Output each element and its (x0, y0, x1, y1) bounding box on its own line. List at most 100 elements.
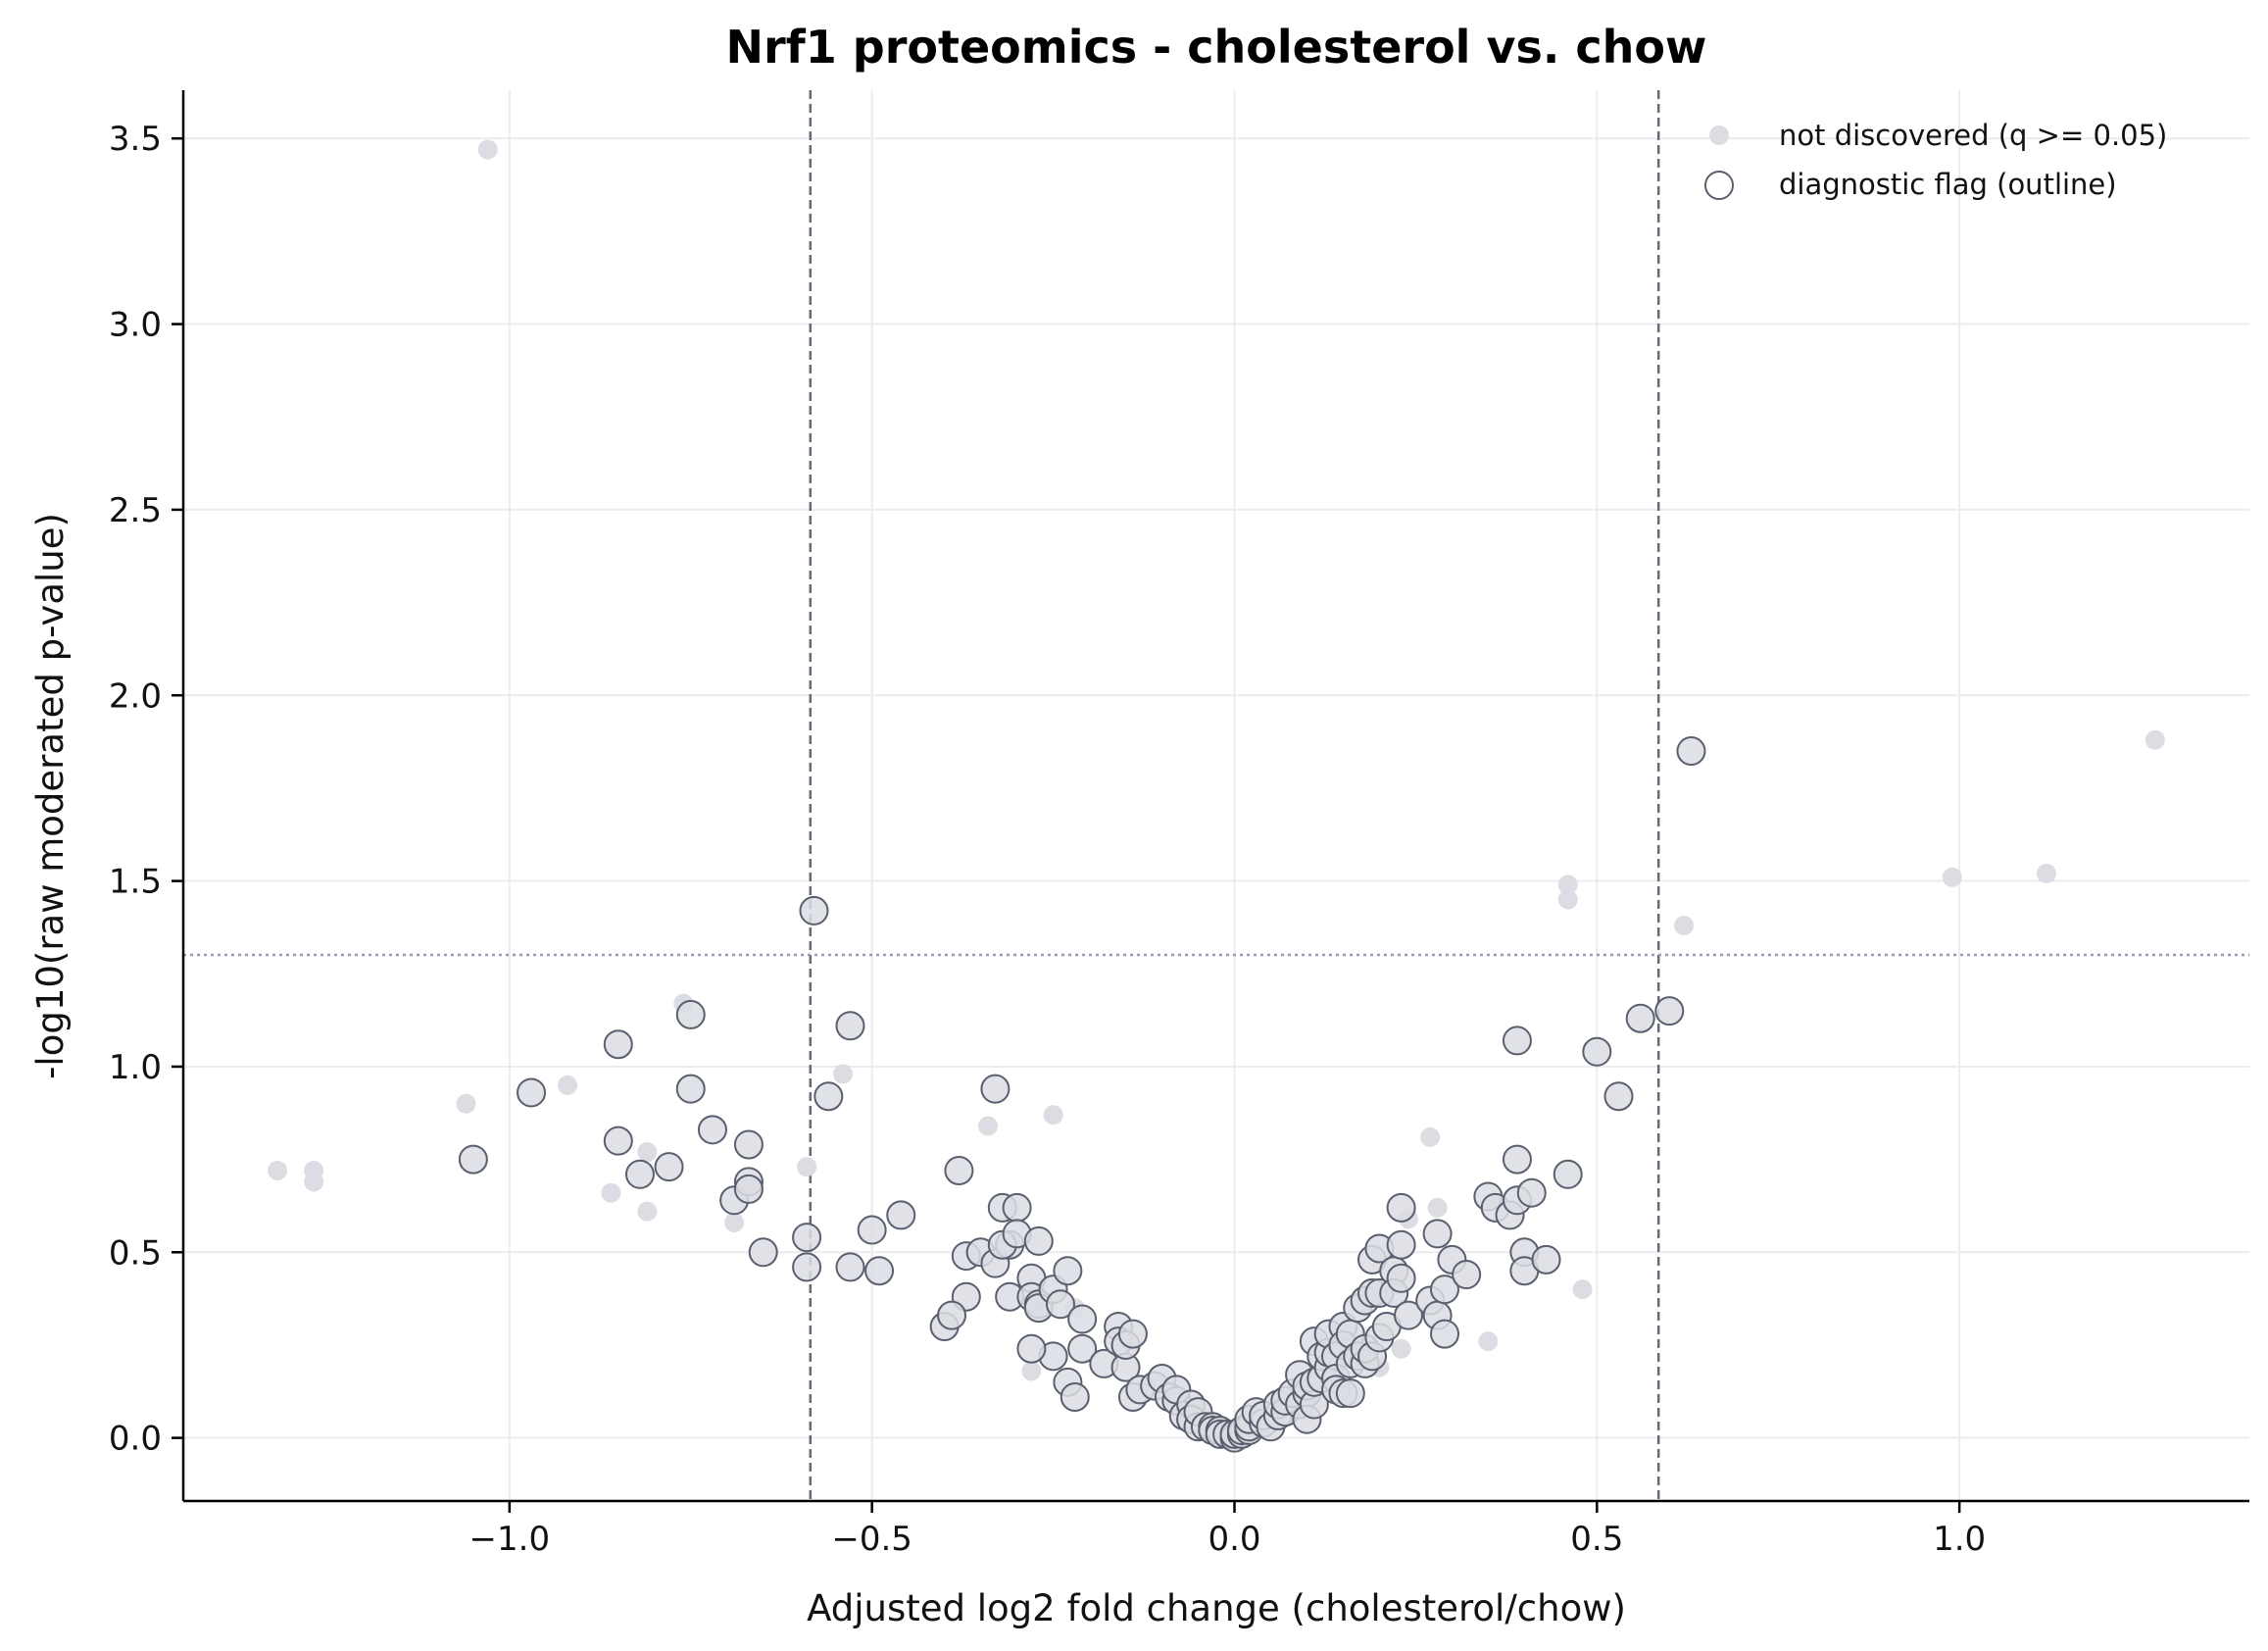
point-diagnostic-flag-48 (1060, 1381, 1090, 1412)
point-diagnostic-flag-149 (1582, 1036, 1612, 1067)
point-diagnostic-flag-150 (1603, 1081, 1634, 1112)
axes (172, 90, 2249, 1513)
point-not-discovered-12 (833, 1064, 854, 1084)
point-diagnostic-flag-13 (748, 1237, 778, 1268)
data-points (268, 139, 2165, 1453)
y-tick-label-1: 0.5 (109, 1233, 162, 1273)
point-diagnostic-flag-146 (1516, 1177, 1547, 1208)
point-diagnostic-flag-7 (675, 1074, 706, 1104)
point-not-discovered-24 (1557, 889, 1578, 910)
legend-marker-diagnostic-flag (1704, 171, 1734, 200)
point-diagnostic-flag-50 (1067, 1333, 1098, 1364)
y-tick-label-6: 3.0 (109, 306, 162, 345)
point-not-discovered-22 (1478, 1331, 1499, 1352)
x-axis-label: Adjusted log2 fold change (cholesterol/c… (807, 1587, 1626, 1629)
x-tick-label-3: 0.5 (1570, 1520, 1623, 1559)
y-tick-label-3: 1.5 (109, 863, 162, 902)
point-diagnostic-flag-112 (1335, 1378, 1365, 1409)
point-diagnostic-flag-21 (864, 1256, 895, 1286)
point-diagnostic-flag-153 (1676, 736, 1706, 767)
point-diagnostic-flag-135 (1429, 1275, 1459, 1305)
threshold-lines (183, 90, 2249, 1501)
point-diagnostic-flag-130 (1394, 1300, 1424, 1330)
point-diagnostic-flag-27 (937, 1300, 967, 1330)
point-diagnostic-flag-132 (1422, 1219, 1453, 1249)
point-diagnostic-flag-29 (980, 1074, 1011, 1104)
point-diagnostic-flag-16 (792, 1252, 822, 1282)
point-not-discovered-10 (724, 1212, 745, 1232)
point-not-discovered-14 (1043, 1105, 1063, 1126)
point-diagnostic-flag-3 (603, 1126, 633, 1156)
point-not-discovered-23 (1557, 875, 1578, 895)
point-not-discovered-6 (601, 1182, 621, 1203)
point-diagnostic-flag-49 (1067, 1304, 1098, 1334)
point-not-discovered-18 (1427, 1197, 1448, 1218)
point-diagnostic-flag-15 (799, 895, 829, 926)
point-diagnostic-flag-10 (733, 1129, 764, 1160)
y-tick-label-4: 2.0 (109, 676, 162, 716)
y-axis-label: -log10(raw moderated p-value) (29, 513, 72, 1079)
x-tick-label-4: 1.0 (1933, 1520, 1986, 1559)
point-diagnostic-flag-45 (1053, 1256, 1083, 1286)
point-not-discovered-25 (1572, 1279, 1593, 1300)
legend-label-diagnostic-flag: diagnostic flag (outline) (1779, 168, 2117, 201)
point-not-discovered-17 (1420, 1126, 1441, 1147)
chart-title: Nrf1 proteomics - cholesterol vs. chow (726, 21, 1707, 74)
legend: not discovered (q >= 0.05) diagnostic fl… (1704, 119, 2167, 201)
point-diagnostic-flag-22 (886, 1200, 916, 1230)
point-diagnostic-flag-18 (835, 1011, 865, 1041)
point-diagnostic-flag-0 (458, 1144, 488, 1175)
point-diagnostic-flag-142 (1502, 1144, 1532, 1175)
point-diagnostic-flag-23 (944, 1155, 974, 1185)
point-diagnostic-flag-12 (733, 1174, 764, 1204)
point-not-discovered-0 (268, 1160, 288, 1180)
legend-marker-not-discovered (1709, 125, 1729, 145)
point-not-discovered-7 (637, 1142, 658, 1163)
point-diagnostic-flag-137 (1452, 1260, 1482, 1290)
point-diagnostic-flag-148 (1553, 1159, 1583, 1189)
point-not-discovered-29 (2145, 729, 2165, 750)
point-diagnostic-flag-1 (517, 1077, 547, 1108)
point-not-discovered-11 (797, 1157, 817, 1177)
point-diagnostic-flag-44 (1045, 1289, 1075, 1320)
x-tick-label-0: −1.0 (469, 1520, 551, 1559)
point-diagnostic-flag-5 (654, 1152, 684, 1182)
point-not-discovered-19 (1391, 1338, 1411, 1359)
point-diagnostic-flag-129 (1386, 1192, 1416, 1223)
x-tick-label-1: −0.5 (831, 1520, 912, 1559)
point-diagnostic-flag-147 (1531, 1244, 1561, 1275)
point-not-discovered-28 (2036, 864, 2056, 884)
point-diagnostic-flag-6 (675, 999, 706, 1029)
point-diagnostic-flag-46 (1016, 1333, 1047, 1364)
point-diagnostic-flag-128 (1386, 1229, 1416, 1260)
point-diagnostic-flag-151 (1625, 1003, 1655, 1033)
point-diagnostic-flag-8 (697, 1115, 727, 1145)
point-diagnostic-flag-20 (857, 1215, 887, 1245)
x-tick-label-2: 0.0 (1208, 1520, 1260, 1559)
point-diagnostic-flag-41 (1023, 1226, 1054, 1256)
point-not-discovered-27 (1942, 867, 1962, 887)
grid-lines (183, 90, 2249, 1501)
point-diagnostic-flag-14 (792, 1223, 822, 1253)
point-diagnostic-flag-134 (1429, 1319, 1459, 1349)
y-tick-label-5: 2.5 (109, 491, 162, 530)
point-diagnostic-flag-152 (1654, 996, 1685, 1026)
point-diagnostic-flag-127 (1386, 1263, 1416, 1293)
point-diagnostic-flag-17 (814, 1081, 844, 1112)
y-tick-label-0: 0.0 (109, 1420, 162, 1459)
point-diagnostic-flag-56 (1117, 1319, 1148, 1349)
point-diagnostic-flag-34 (1002, 1192, 1032, 1223)
point-not-discovered-15 (1021, 1361, 1042, 1381)
y-tick-label-2: 1.0 (109, 1048, 162, 1087)
legend-label-not-discovered: not discovered (q >= 0.05) (1779, 119, 2167, 152)
point-not-discovered-4 (456, 1093, 476, 1114)
point-diagnostic-flag-19 (835, 1252, 865, 1282)
tick-labels: −1.0 −0.5 0.0 0.5 1.0 0.0 0.5 1.0 1.5 2.0 2.5 3.0 3.… (109, 120, 1986, 1559)
point-not-discovered-2 (304, 1172, 324, 1192)
point-not-discovered-3 (477, 139, 498, 160)
point-diagnostic-flag-4 (624, 1159, 655, 1189)
point-not-discovered-26 (1674, 916, 1695, 936)
point-not-discovered-5 (558, 1075, 578, 1095)
point-not-discovered-13 (978, 1116, 999, 1136)
point-not-discovered-8 (637, 1201, 658, 1222)
